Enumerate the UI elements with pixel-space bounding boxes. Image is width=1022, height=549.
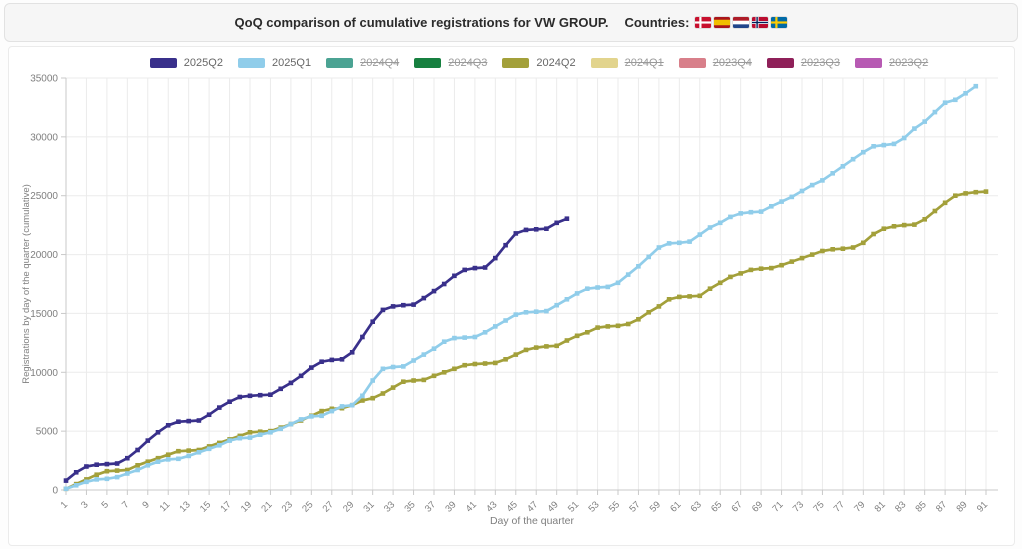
- chart-card: 2025Q2 2025Q1 2024Q4 2024Q3 2024Q2 2024Q1 2023…: [8, 46, 1015, 546]
- countries-label: Countries:: [624, 15, 690, 30]
- svg-text:85: 85: [914, 499, 929, 514]
- svg-text:5000: 5000: [36, 427, 59, 438]
- legend-swatch-icon: [326, 58, 354, 68]
- legend-label: 2024Q2: [536, 57, 576, 69]
- y-axis-title: Registrations by day of the quarter (cum…: [21, 184, 32, 384]
- header: QoQ comparison of cumulative registratio…: [4, 3, 1018, 42]
- legend-item-2024q4[interactable]: 2024Q4: [326, 57, 399, 69]
- svg-text:53: 53: [586, 499, 601, 514]
- svg-text:57: 57: [627, 499, 642, 514]
- legend-item-2024q2[interactable]: 2024Q2: [502, 57, 576, 69]
- svg-text:25: 25: [300, 499, 315, 514]
- legend-label: 2024Q1: [624, 57, 664, 69]
- svg-text:83: 83: [893, 499, 908, 514]
- legend-swatch-icon: [149, 58, 177, 68]
- legend-swatch-icon: [237, 58, 265, 68]
- page-title: QoQ comparison of cumulative registratio…: [234, 15, 609, 30]
- svg-text:59: 59: [648, 499, 663, 514]
- legend-item-2025q1[interactable]: 2025Q1: [237, 57, 312, 69]
- svg-text:67: 67: [730, 499, 745, 514]
- svg-text:25000: 25000: [30, 191, 58, 202]
- svg-text:45: 45: [505, 499, 520, 514]
- legend-swatch-icon: [414, 58, 442, 68]
- legend-label: 2025Q2: [183, 57, 223, 69]
- svg-text:77: 77: [832, 499, 847, 514]
- svg-text:71: 71: [770, 499, 785, 514]
- svg-text:29: 29: [341, 499, 356, 514]
- legend-item-2024q1[interactable]: 2024Q1: [590, 57, 664, 69]
- legend-label: 2023Q4: [712, 57, 752, 69]
- legend-item-2023q4[interactable]: 2023Q4: [678, 57, 752, 69]
- svg-text:35000: 35000: [30, 74, 58, 85]
- svg-text:51: 51: [566, 499, 581, 514]
- svg-text:89: 89: [954, 499, 969, 514]
- legend-swatch-icon: [766, 58, 794, 68]
- svg-text:13: 13: [178, 499, 193, 514]
- flag-netherlands-icon: [733, 17, 750, 28]
- svg-text:30000: 30000: [30, 132, 58, 143]
- svg-text:15000: 15000: [30, 309, 58, 320]
- svg-text:9: 9: [140, 499, 152, 511]
- flag-norway-icon: [752, 17, 769, 28]
- svg-text:27: 27: [321, 499, 336, 514]
- legend-item-2023q2[interactable]: 2023Q2: [855, 57, 928, 69]
- svg-text:5: 5: [99, 499, 111, 511]
- svg-text:49: 49: [546, 499, 561, 514]
- svg-text:69: 69: [750, 499, 765, 514]
- legend-label: 2024Q4: [360, 57, 400, 69]
- svg-text:43: 43: [484, 499, 499, 514]
- flag-spain-icon: [714, 17, 731, 28]
- svg-text:21: 21: [259, 499, 274, 514]
- country-flags: [695, 17, 788, 28]
- svg-text:37: 37: [423, 499, 438, 514]
- svg-text:10000: 10000: [30, 368, 58, 379]
- svg-text:79: 79: [852, 499, 867, 514]
- legend-item-2025q2[interactable]: 2025Q2: [149, 57, 223, 69]
- svg-text:81: 81: [873, 499, 888, 514]
- svg-text:87: 87: [934, 499, 949, 514]
- svg-text:15: 15: [198, 499, 213, 514]
- svg-text:91: 91: [975, 499, 990, 514]
- legend-item-2024q3[interactable]: 2024Q3: [414, 57, 487, 69]
- svg-text:23: 23: [280, 499, 295, 514]
- x-axis-title: Day of the quarter: [490, 515, 575, 527]
- svg-text:31: 31: [362, 499, 377, 514]
- svg-text:11: 11: [158, 499, 173, 514]
- svg-text:1: 1: [59, 499, 71, 511]
- svg-text:7: 7: [120, 499, 132, 511]
- svg-text:17: 17: [218, 499, 233, 514]
- svg-text:63: 63: [689, 499, 704, 514]
- legend: 2025Q2 2025Q1 2024Q4 2024Q3 2024Q2 2024Q1 2023…: [74, 57, 1004, 69]
- svg-text:75: 75: [811, 499, 826, 514]
- svg-text:20000: 20000: [30, 250, 58, 261]
- legend-label: 2024Q3: [448, 57, 488, 69]
- svg-text:19: 19: [239, 499, 254, 514]
- legend-label: 2023Q3: [800, 57, 841, 69]
- legend-label: 2023Q2: [889, 57, 929, 69]
- svg-text:39: 39: [443, 499, 458, 514]
- svg-text:65: 65: [709, 499, 724, 514]
- legend-swatch-icon: [502, 58, 530, 68]
- flag-denmark-icon: [695, 17, 712, 28]
- legend-swatch-icon: [855, 58, 883, 68]
- flag-sweden-icon: [771, 17, 788, 28]
- svg-text:47: 47: [525, 499, 540, 514]
- svg-text:55: 55: [607, 499, 622, 514]
- svg-text:33: 33: [382, 499, 397, 514]
- svg-text:41: 41: [464, 499, 479, 514]
- legend-item-2023q3[interactable]: 2023Q3: [766, 57, 841, 69]
- legend-swatch-icon: [590, 58, 618, 68]
- legend-swatch-icon: [678, 58, 706, 68]
- svg-text:73: 73: [791, 499, 806, 514]
- svg-text:35: 35: [402, 499, 417, 514]
- svg-text:61: 61: [668, 499, 683, 514]
- legend-label: 2025Q1: [271, 57, 312, 69]
- svg-text:0: 0: [52, 486, 58, 497]
- svg-text:3: 3: [79, 499, 91, 511]
